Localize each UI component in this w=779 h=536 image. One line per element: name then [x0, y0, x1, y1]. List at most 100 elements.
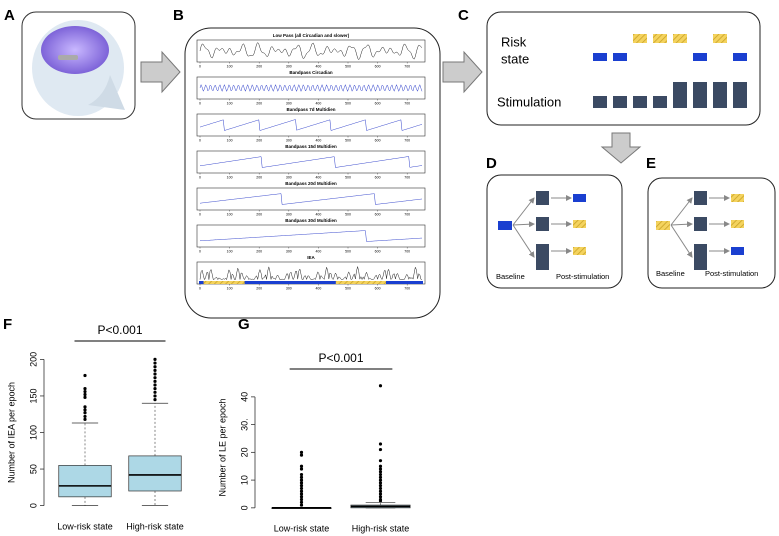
output-state: [573, 247, 586, 255]
x-tick-label: 700: [404, 286, 410, 290]
state-bar: [199, 281, 423, 284]
subplot-frame: [196, 39, 426, 63]
outlier: [299, 475, 304, 479]
panel-e-frame: [647, 177, 776, 289]
outlier: [378, 478, 383, 482]
x-tick-label: 600: [375, 101, 381, 105]
trace: [199, 266, 423, 281]
x-tick-label: 300: [286, 175, 292, 179]
x-tick-label: 600: [375, 64, 381, 68]
outlier: [153, 357, 157, 361]
outlier: [378, 475, 383, 479]
outlier: [153, 361, 157, 365]
x-tick-label: 300: [286, 249, 292, 253]
outlier: [83, 395, 87, 400]
outlier: [378, 447, 383, 452]
output-state: [731, 220, 744, 228]
x-tick-label: 100: [227, 64, 233, 68]
outlier: [299, 489, 304, 493]
risk-high: [633, 34, 647, 43]
x-tick-label: 200: [256, 249, 262, 253]
outlier: [83, 392, 87, 397]
outlier: [299, 500, 304, 504]
post-label: Post-stimulation: [556, 272, 609, 281]
y-tick-label: 10: [239, 475, 249, 485]
x-tick-label: Low-risk state: [274, 523, 330, 533]
stim-block: [694, 191, 707, 205]
outlier: [378, 495, 383, 499]
outlier: [83, 405, 87, 409]
risk-high: [653, 34, 667, 43]
x-tick-label: 200: [256, 101, 262, 105]
x-tick-label: 100: [227, 101, 233, 105]
stim-block: [694, 244, 707, 270]
neck: [88, 75, 125, 110]
x-tick-label: 0: [199, 286, 201, 290]
x-tick-label: 400: [315, 175, 321, 179]
state-bar: [335, 281, 386, 284]
outlier: [299, 453, 304, 457]
subplot-title: Bandpass Circadian: [289, 70, 333, 75]
arrow: [442, 50, 483, 94]
subplot-title: Bandpass 7d Multidien: [286, 107, 335, 112]
outlier: [83, 408, 87, 412]
risk-high: [673, 34, 687, 43]
trace: [199, 230, 422, 242]
x-tick-label: 300: [286, 138, 292, 142]
outlier: [378, 489, 383, 493]
y-tick-label: 0: [239, 505, 249, 510]
x-tick-label: 400: [315, 101, 321, 105]
x-tick-label: 700: [404, 175, 410, 179]
x-tick-label: High-risk state: [126, 521, 184, 531]
outlier: [378, 492, 383, 496]
panel-label: B: [173, 7, 184, 24]
outlier: [299, 486, 304, 491]
x-tick-label: 600: [375, 212, 381, 216]
risk-low: [613, 53, 627, 61]
trace: [199, 156, 423, 168]
outlier: [153, 376, 157, 380]
subplot-title: Bandpass 30d Multidien: [285, 218, 337, 223]
outlier: [83, 373, 87, 378]
outlier: [153, 372, 157, 376]
y-axis-label: Number of IEA per epoch: [6, 382, 16, 483]
arrow: [600, 132, 642, 164]
stim-bar: [633, 96, 647, 108]
stimulation-label: Stimulation: [497, 94, 561, 109]
brain: [41, 26, 109, 74]
input-state: [498, 221, 512, 230]
input-state: [656, 221, 670, 230]
box: [128, 455, 182, 492]
edge: [512, 224, 535, 258]
stim-block: [694, 217, 707, 231]
x-tick-label: 0: [199, 249, 201, 253]
outlier: [83, 417, 87, 421]
x-tick-label: 500: [345, 138, 351, 142]
output-state: [731, 194, 744, 202]
outlier: [153, 397, 157, 402]
x-tick-label: 100: [227, 138, 233, 142]
stim-bar: [673, 82, 687, 108]
x-tick-label: 400: [315, 286, 321, 290]
stim-bar: [653, 96, 667, 108]
y-tick-label: 30.: [239, 418, 249, 431]
stim-block: [536, 191, 549, 205]
x-tick-label: 500: [345, 212, 351, 216]
x-tick-label: 200: [256, 212, 262, 216]
output-state: [573, 220, 586, 228]
outlier: [378, 484, 383, 488]
outlier: [83, 387, 87, 391]
subplot-frame: [196, 187, 426, 211]
trace: [199, 193, 423, 205]
y-tick-label: 0: [28, 503, 38, 508]
subplot-frame: [196, 150, 426, 174]
outlier: [153, 379, 157, 383]
risk-low: [593, 53, 607, 61]
outlier: [83, 411, 87, 415]
x-tick-label: 400: [315, 138, 321, 142]
outlier: [299, 472, 304, 477]
y-tick-label: 20: [239, 447, 249, 457]
panel-c-frame: [486, 11, 761, 126]
outlier: [299, 464, 304, 468]
